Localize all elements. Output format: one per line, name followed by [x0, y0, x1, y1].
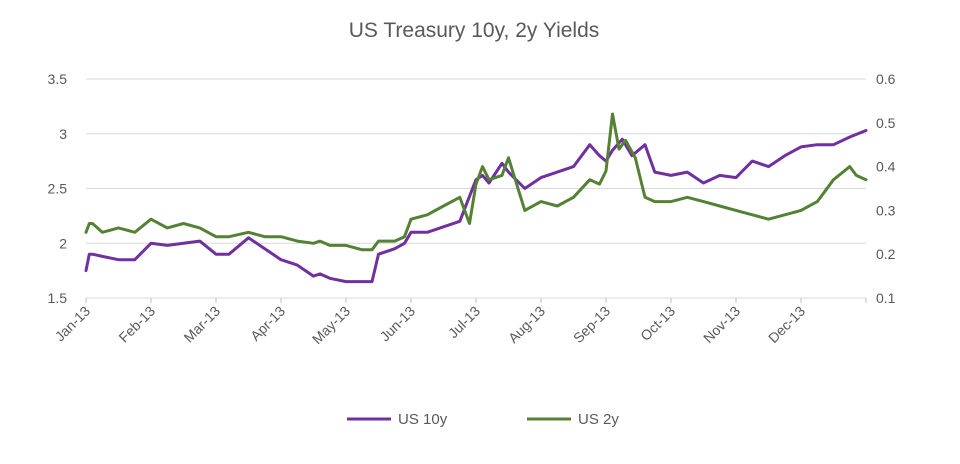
- y-right-tick-label: 0.1: [876, 290, 896, 306]
- y-left-tick-label: 2: [59, 235, 67, 251]
- x-tick-label: Feb-13: [115, 303, 158, 346]
- series-line-us-10y: [84, 129, 868, 284]
- y-right-tick-label: 0.6: [876, 71, 896, 87]
- x-tick-label: Sep-13: [570, 303, 613, 346]
- series-line-us-2y: [84, 112, 868, 252]
- y-right-tick-label: 0.5: [876, 115, 896, 131]
- series-lines: [84, 112, 868, 284]
- chart-title: US Treasury 10y, 2y Yields: [349, 19, 600, 42]
- x-tick-label: Jan-13: [52, 303, 94, 345]
- x-tick-label: Jul-13: [445, 303, 483, 341]
- x-tick-label: Jun-13: [377, 303, 419, 345]
- x-tick-label: Nov-13: [700, 303, 743, 346]
- y-right-tick-label: 0.2: [876, 246, 896, 262]
- x-tick-label: Aug-13: [505, 303, 548, 346]
- legend-label: US 2y: [578, 411, 619, 428]
- x-tick-label: Mar-13: [180, 303, 223, 346]
- y-left-tick-label: 2.5: [48, 181, 68, 197]
- y-right-tick-label: 0.3: [876, 202, 896, 218]
- legend-label: US 10y: [398, 411, 448, 428]
- y-left-tick-label: 3: [59, 126, 67, 142]
- y-left-tick-label: 1.5: [48, 290, 68, 306]
- x-tick-label: May-13: [309, 303, 353, 347]
- x-tick-label: Apr-13: [247, 303, 288, 344]
- x-tick-label: Oct-13: [637, 303, 678, 344]
- y-right-tick-label: 0.4: [876, 159, 896, 175]
- legend: US 10y US 2y: [347, 411, 619, 428]
- y-left-tick-label: 3.5: [48, 71, 68, 87]
- x-tick-label: Dec-13: [765, 303, 808, 346]
